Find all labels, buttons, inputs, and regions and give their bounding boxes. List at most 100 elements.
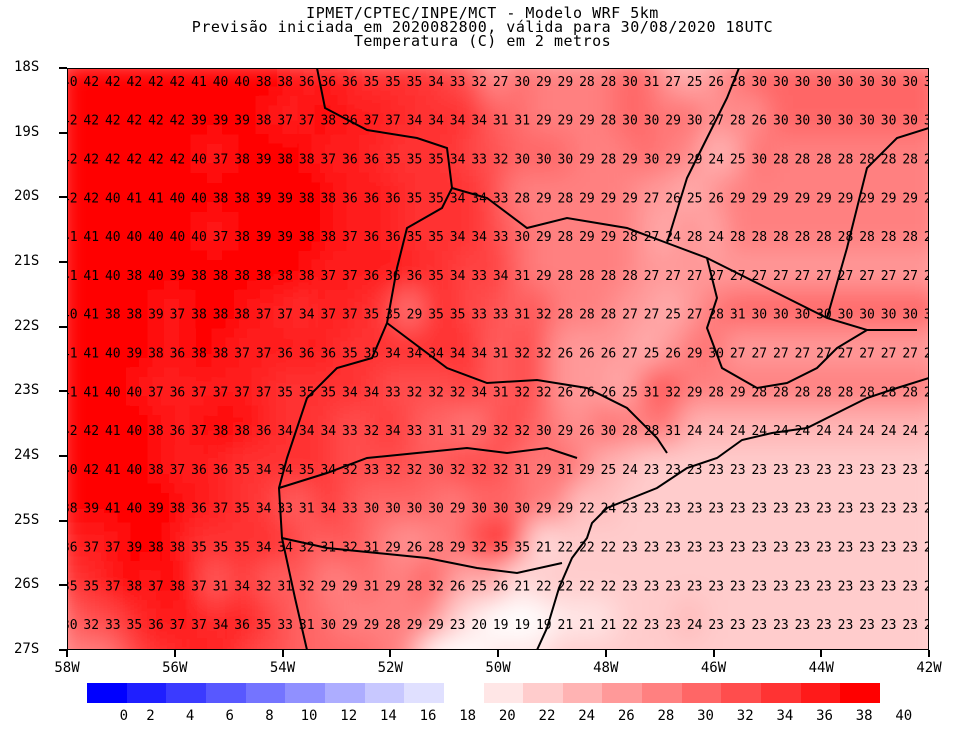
temperature-value: 38 (277, 153, 293, 168)
temperature-value: 33 (342, 502, 358, 517)
temperature-value: 28 (644, 424, 660, 439)
temperature-value: 30 (751, 75, 767, 90)
temperature-value: 23 (622, 502, 638, 517)
temperature-value: 29 (342, 579, 358, 594)
temperature-value: 30 (838, 114, 854, 129)
field-cell (634, 638, 669, 650)
temperature-value: 35 (407, 153, 423, 168)
colorbar-label: 34 (776, 708, 794, 724)
lat-tick (59, 325, 67, 328)
temperature-value: 28 (601, 308, 617, 323)
temperature-value: 28 (795, 153, 811, 168)
field-cell (914, 405, 929, 455)
temperature-value: 27 (838, 269, 854, 284)
temperature-value: 42 (67, 424, 78, 439)
temperature-value: 40 (67, 463, 78, 478)
temperature-value: 26 (579, 424, 595, 439)
temperature-value: 33 (450, 75, 466, 90)
colorbar-label: 28 (657, 708, 675, 724)
field-cell (850, 638, 884, 650)
temperature-value: 30 (471, 502, 487, 517)
temperature-value: 29 (450, 541, 466, 556)
temperature-value: 33 (277, 502, 293, 517)
temperature-value: 22 (601, 541, 617, 556)
temperature-value: 26 (579, 385, 595, 400)
temperature-value: 23 (708, 579, 724, 594)
temperature-value: 36 (385, 230, 401, 245)
temperature-value: 38 (256, 75, 272, 90)
lat-tick (59, 519, 67, 522)
temperature-value: 29 (924, 191, 929, 206)
temperature-value: 30 (428, 502, 444, 517)
temperature-value: 23 (924, 541, 929, 556)
temperature-value: 37 (364, 114, 380, 129)
temperature-value: 32 (407, 463, 423, 478)
temperature-value: 26 (558, 385, 574, 400)
temperature-value: 32 (407, 385, 423, 400)
temperature-value: 28 (601, 75, 617, 90)
temperature-value: 30 (385, 502, 401, 517)
temperature-value: 28 (558, 230, 574, 245)
field-cell (462, 638, 496, 650)
temperature-value: 34 (428, 347, 444, 362)
temperature-value: 34 (450, 114, 466, 129)
temperature-value: 36 (342, 114, 358, 129)
lon-tick (820, 650, 823, 657)
temperature-value: 37 (191, 579, 207, 594)
temperature-value: 32 (428, 385, 444, 400)
temperature-value: 24 (924, 424, 929, 439)
field-cell (246, 638, 281, 650)
temperature-value: 41 (105, 502, 121, 517)
temperature-value: 29 (730, 191, 746, 206)
temperature-value: 36 (299, 347, 315, 362)
temperature-value: 42 (127, 153, 143, 168)
temperature-value: 26 (665, 347, 681, 362)
temperature-value: 23 (838, 502, 854, 517)
temperature-value: 28 (816, 153, 832, 168)
temperature-value: 32 (83, 618, 99, 633)
colorbar-segment (602, 683, 643, 703)
temperature-value: 30 (924, 308, 929, 323)
colorbar-segment (324, 683, 366, 703)
temperature-value: 35 (407, 75, 423, 90)
temperature-value: 28 (773, 153, 789, 168)
temperature-value: 23 (708, 618, 724, 633)
colorbar-segment (364, 683, 405, 703)
lat-tick (59, 196, 67, 199)
temperature-value: 34 (234, 579, 250, 594)
temperature-value: 35 (127, 618, 143, 633)
temperature-value: 40 (127, 230, 143, 245)
temperature-value: 23 (859, 618, 875, 633)
temperature-value: 32 (493, 153, 509, 168)
temperature-value: 31 (299, 502, 315, 517)
temperature-value: 41 (83, 385, 99, 400)
temperature-value: 40 (105, 230, 121, 245)
field-cell (354, 638, 389, 650)
temperature-value: 34 (407, 114, 423, 129)
temperature-value: 28 (558, 308, 574, 323)
temperature-value: 24 (902, 424, 918, 439)
colorbar-label: 40 (895, 708, 913, 724)
temperature-value: 24 (816, 424, 832, 439)
temperature-value: 29 (536, 269, 552, 284)
temperature-value: 27 (859, 347, 875, 362)
temperature-value: 41 (67, 230, 78, 245)
temperature-value: 23 (773, 502, 789, 517)
temperature-value: 37 (83, 541, 99, 556)
temperature-value: 23 (902, 579, 918, 594)
temperature-value: 38 (234, 230, 250, 245)
temperature-value: 29 (536, 75, 552, 90)
temperature-value: 35 (428, 308, 444, 323)
temperature-value: 30 (320, 618, 336, 633)
temperature-value: 24 (601, 502, 617, 517)
temperature-value: 25 (687, 191, 703, 206)
colorbar-segment (87, 683, 128, 703)
temperature-value: 38 (320, 191, 336, 206)
temperature-value: 30 (514, 502, 530, 517)
temperature-value: 38 (234, 269, 250, 284)
temperature-value: 32 (514, 347, 530, 362)
temperature-value: 36 (191, 502, 207, 517)
temperature-value: 37 (234, 385, 250, 400)
temperature-value: 40 (148, 269, 164, 284)
temperature-value: 29 (730, 385, 746, 400)
